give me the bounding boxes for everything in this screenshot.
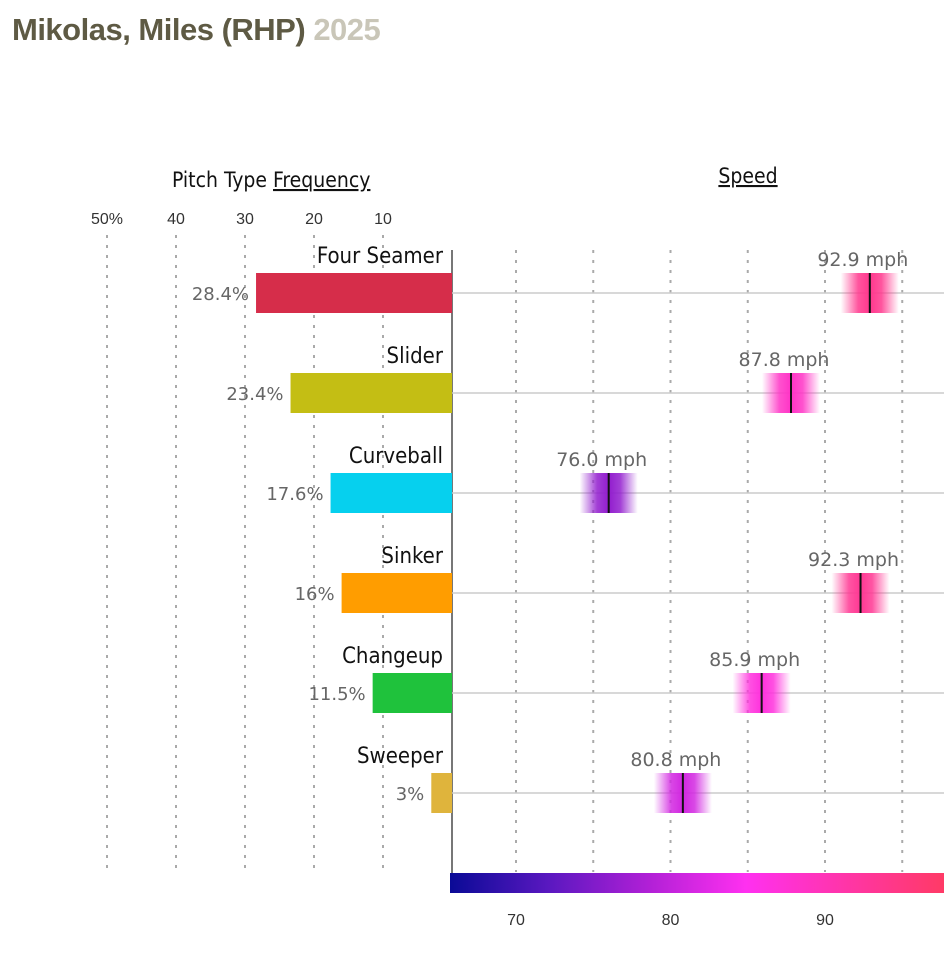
speed-label: 92.3 mph <box>808 549 899 571</box>
pitch-name: Sweeper <box>357 744 444 769</box>
pitch-name: Changeup <box>342 644 443 669</box>
frequency-label: 17.6% <box>266 484 323 505</box>
frequency-bar <box>290 373 452 413</box>
frequency-tick-label: 20 <box>305 211 323 228</box>
frequency-bar <box>372 673 452 713</box>
speed-colorbar <box>450 873 944 893</box>
frequency-link[interactable]: Frequency <box>273 168 370 192</box>
pitch-name: Slider <box>387 344 444 369</box>
speed-label: 87.8 mph <box>739 349 830 371</box>
player-name: Mikolas, Miles (RHP) <box>12 12 306 47</box>
speed-tick-label: 70 <box>507 912 525 929</box>
page-title: Mikolas, Miles (RHP) 2025 <box>12 12 381 48</box>
frequency-label: 28.4% <box>192 284 249 305</box>
pitch-name: Four Seamer <box>317 244 444 269</box>
speed-tick-label: 80 <box>662 912 680 929</box>
frequency-tick-label: 10 <box>374 211 392 228</box>
frequency-bar <box>256 273 452 313</box>
speed-tick-label: 90 <box>816 912 834 929</box>
season-year: 2025 <box>313 12 381 47</box>
frequency-tick-label: 50% <box>91 211 123 228</box>
frequency-tick-label: 40 <box>167 211 185 228</box>
speed-label: 92.9 mph <box>817 249 908 271</box>
frequency-label: 23.4% <box>226 384 283 405</box>
frequency-bar <box>330 473 452 513</box>
frequency-title: Pitch Type Frequency <box>172 168 370 192</box>
frequency-bar <box>341 573 452 613</box>
speed-label: 76.0 mph <box>556 449 647 471</box>
speed-title[interactable]: Speed <box>718 164 777 188</box>
speed-label: 85.9 mph <box>709 649 800 671</box>
frequency-bar <box>431 773 452 813</box>
frequency-tick-label: 30 <box>236 211 254 228</box>
frequency-label: 16% <box>295 584 335 605</box>
pitch-name: Curveball <box>349 444 443 469</box>
speed-label: 80.8 mph <box>630 749 721 771</box>
pitch-name: Sinker <box>381 544 443 569</box>
frequency-label: 3% <box>396 784 425 805</box>
frequency-label: 11.5% <box>308 684 365 705</box>
